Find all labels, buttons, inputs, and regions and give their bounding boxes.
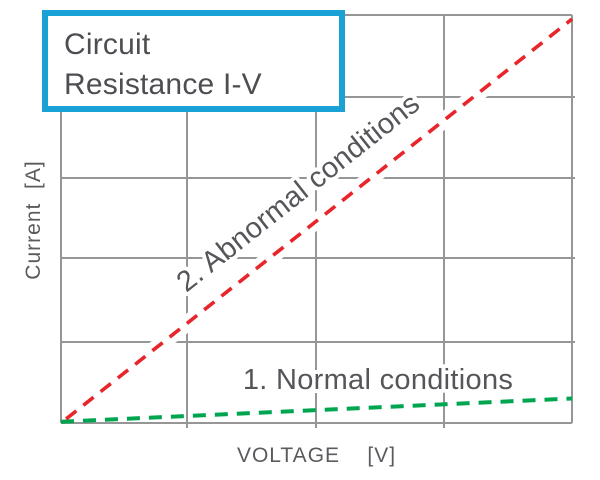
normal-conditions-label: 1. Normal conditions: [243, 364, 513, 396]
title-box: Circuit Resistance I-V: [42, 10, 345, 112]
title-line-1: Circuit: [64, 28, 151, 61]
abnormal-conditions-line: [64, 17, 574, 421]
x-axis-label: VOLTAGE [V]: [236, 444, 397, 467]
y-axis-label: Current [A]: [22, 160, 45, 280]
normal-conditions-line: [60, 396, 573, 424]
abnormal-conditions-label: 2. Abnormal conditions: [171, 87, 426, 298]
title-line-2: Resistance I-V: [64, 68, 262, 101]
